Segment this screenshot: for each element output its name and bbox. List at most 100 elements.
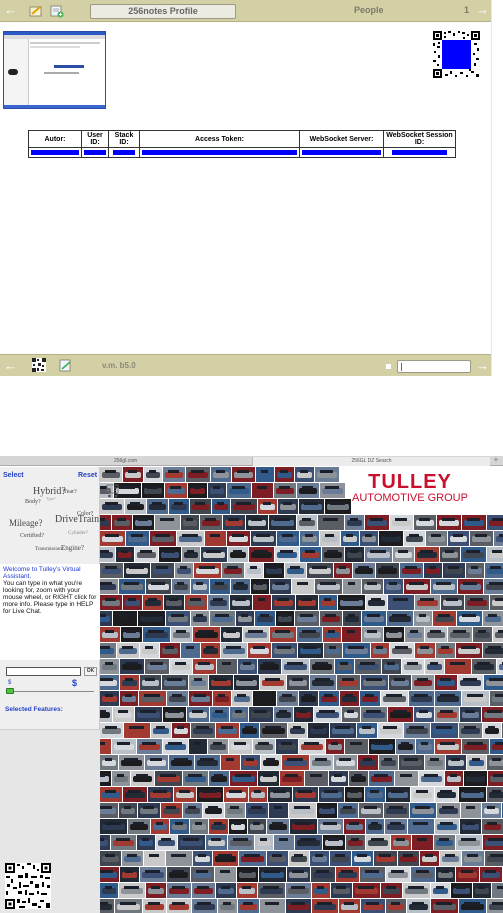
tag-hybrid[interactable]: Hybrid? (33, 486, 66, 497)
vehicle-thumbnail[interactable] (123, 595, 142, 610)
vehicle-thumbnail[interactable] (404, 579, 430, 594)
vehicle-thumbnail[interactable] (182, 547, 200, 562)
vehicle-thumbnail[interactable] (100, 835, 110, 850)
vehicle-thumbnail[interactable] (379, 755, 398, 770)
vehicle-thumbnail[interactable] (295, 835, 322, 850)
vehicle-thumbnail[interactable] (436, 867, 455, 882)
vehicle-thumbnail[interactable] (193, 627, 220, 642)
vehicle-thumbnail[interactable] (467, 755, 486, 770)
vehicle-thumbnail[interactable] (100, 515, 111, 530)
vehicle-thumbnail[interactable] (343, 643, 370, 658)
vehicle-thumbnail[interactable] (189, 739, 207, 754)
vehicle-thumbnail[interactable] (315, 579, 342, 594)
vehicle-thumbnail[interactable] (161, 803, 182, 818)
vehicle-thumbnail[interactable] (169, 755, 194, 770)
vehicle-thumbnail[interactable] (253, 595, 271, 610)
vehicle-thumbnail[interactable] (435, 675, 457, 690)
vehicle-thumbnail[interactable] (415, 643, 435, 658)
vehicle-thumbnail[interactable] (232, 467, 255, 482)
qr-code-icon[interactable] (32, 358, 46, 372)
vehicle-thumbnail[interactable] (100, 563, 123, 578)
vehicle-thumbnail[interactable] (255, 835, 273, 850)
vehicle-thumbnail[interactable] (440, 851, 461, 866)
vehicle-thumbnail[interactable] (286, 899, 311, 913)
vehicle-thumbnail[interactable] (186, 467, 210, 482)
vehicle-thumbnail[interactable] (407, 899, 430, 913)
vehicle-thumbnail[interactable] (412, 835, 433, 850)
vehicle-thumbnail[interactable] (125, 499, 146, 514)
vehicle-thumbnail[interactable] (221, 627, 242, 642)
vehicle-thumbnail[interactable] (490, 739, 503, 754)
vehicle-thumbnail[interactable] (151, 723, 171, 738)
vehicle-thumbnail[interactable] (388, 707, 413, 722)
vehicle-thumbnail[interactable] (276, 611, 294, 626)
vehicle-thumbnail[interactable] (484, 579, 503, 594)
vehicle-thumbnail[interactable] (440, 547, 460, 562)
vehicle-thumbnail[interactable] (310, 675, 336, 690)
vehicle-thumbnail[interactable] (465, 595, 489, 610)
vehicle-thumbnail[interactable] (249, 547, 274, 562)
vehicle-thumbnail[interactable] (322, 547, 344, 562)
vehicle-thumbnail[interactable] (480, 867, 502, 882)
vehicle-thumbnail[interactable] (183, 771, 208, 786)
vehicle-thumbnail[interactable] (320, 611, 342, 626)
tag-year[interactable]: Year? (63, 489, 77, 495)
vehicle-thumbnail[interactable] (378, 723, 403, 738)
vehicle-thumbnail[interactable] (240, 723, 259, 738)
vehicle-thumbnail[interactable] (384, 579, 403, 594)
vehicle-thumbnail[interactable] (216, 723, 239, 738)
vehicle-thumbnail[interactable] (100, 819, 127, 834)
vehicle-thumbnail[interactable] (359, 803, 383, 818)
vehicle-thumbnail[interactable] (436, 643, 455, 658)
vehicle-thumbnail[interactable] (431, 579, 457, 594)
vehicle-thumbnail[interactable] (100, 483, 113, 498)
vehicle-thumbnail[interactable] (286, 883, 311, 898)
vehicle-thumbnail[interactable] (366, 819, 384, 834)
tag-type[interactable]: Type? (46, 496, 56, 501)
vehicle-thumbnail[interactable] (187, 707, 209, 722)
vehicle-thumbnail[interactable] (473, 883, 491, 898)
vehicle-thumbnail[interactable] (123, 787, 147, 802)
vehicle-thumbnail[interactable] (458, 675, 483, 690)
vehicle-thumbnail[interactable] (482, 803, 501, 818)
vehicle-thumbnail[interactable] (339, 899, 360, 913)
vehicle-inventory-grid[interactable] (100, 467, 503, 913)
vehicle-thumbnail[interactable] (144, 851, 165, 866)
vehicle-thumbnail[interactable] (362, 627, 383, 642)
vehicle-thumbnail[interactable] (276, 739, 298, 754)
vehicle-thumbnail[interactable] (155, 515, 180, 530)
vehicle-thumbnail[interactable] (485, 563, 503, 578)
vehicle-thumbnail[interactable] (361, 675, 388, 690)
vehicle-thumbnail[interactable] (381, 883, 402, 898)
vehicle-thumbnail[interactable] (249, 787, 267, 802)
vehicle-thumbnail[interactable] (115, 899, 142, 913)
vehicle-thumbnail[interactable] (483, 643, 503, 658)
vehicle-thumbnail[interactable] (209, 819, 228, 834)
vehicle-thumbnail[interactable] (326, 739, 344, 754)
vehicle-thumbnail[interactable] (487, 515, 503, 530)
vehicle-thumbnail[interactable] (461, 803, 481, 818)
vehicle-thumbnail[interactable] (142, 483, 164, 498)
vehicle-thumbnail[interactable] (119, 755, 144, 770)
vehicle-thumbnail[interactable] (294, 707, 313, 722)
vehicle-thumbnails[interactable] (100, 467, 503, 913)
vehicle-thumbnail[interactable] (433, 611, 456, 626)
vehicle-thumbnail[interactable] (329, 771, 348, 786)
vehicle-thumbnail[interactable] (163, 467, 185, 482)
vehicle-thumbnail[interactable] (445, 771, 463, 786)
vehicle-thumbnail[interactable] (163, 739, 188, 754)
vehicle-thumbnail[interactable] (338, 595, 365, 610)
vehicle-thumbnail[interactable] (143, 899, 166, 913)
vehicle-thumbnail[interactable] (459, 723, 482, 738)
tag-body[interactable]: Body? (25, 499, 41, 505)
tag-drivetrain[interactable]: DriveTrain? (55, 514, 104, 525)
vehicle-thumbnail[interactable] (253, 691, 276, 706)
vehicle-thumbnail[interactable] (200, 515, 222, 530)
vehicle-thumbnail[interactable] (460, 707, 481, 722)
vehicle-thumbnail[interactable] (320, 531, 340, 546)
vehicle-thumbnail[interactable] (374, 851, 397, 866)
vehicle-thumbnail[interactable] (431, 883, 450, 898)
tag-transmission[interactable]: Transmission (35, 547, 62, 552)
vehicle-thumbnail[interactable] (210, 707, 229, 722)
vehicle-thumbnail[interactable] (426, 531, 447, 546)
